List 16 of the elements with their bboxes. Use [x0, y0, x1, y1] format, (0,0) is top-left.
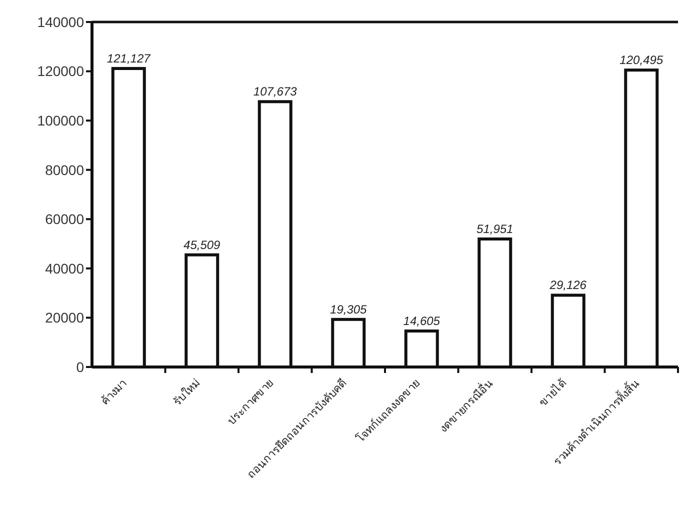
y-tick-label: 40000 — [45, 260, 84, 276]
data-label: 121,127 — [106, 52, 152, 66]
data-label: 51,951 — [476, 222, 514, 236]
y-tick-label: 80000 — [45, 162, 84, 178]
data-label: 14,605 — [403, 314, 440, 328]
y-tick-label: 140000 — [37, 14, 84, 30]
y-tick-label: 120000 — [37, 63, 84, 80]
data-label: 107,673 — [253, 84, 298, 99]
data-label: 45,509 — [184, 238, 221, 252]
data-label: 29,126 — [548, 278, 587, 292]
data-label: 120,495 — [620, 53, 664, 68]
data-label: 19,305 — [330, 302, 368, 316]
y-tick-label: 20000 — [45, 310, 84, 326]
y-tick-label: 60000 — [45, 211, 84, 228]
y-tick-label: 100000 — [37, 112, 84, 128]
y-tick-label: 0 — [76, 358, 84, 375]
